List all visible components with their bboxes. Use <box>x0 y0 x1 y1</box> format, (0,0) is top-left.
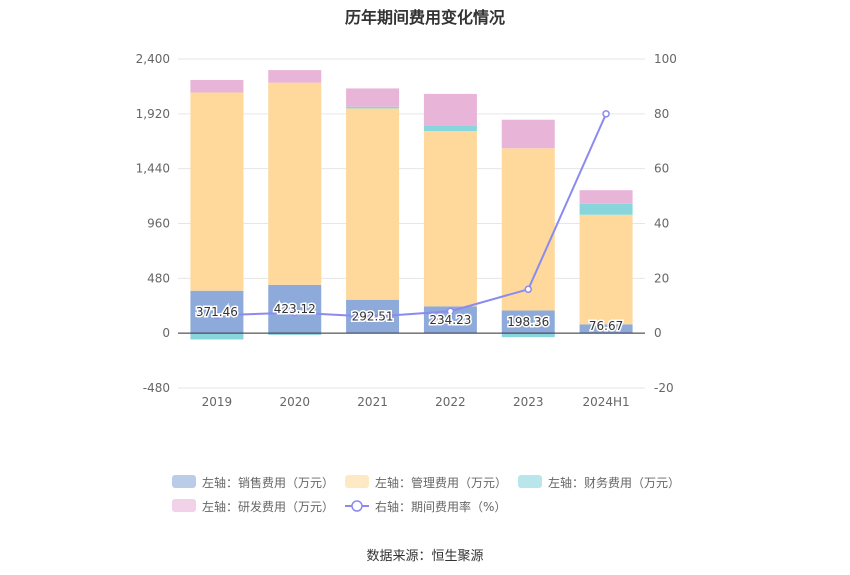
bar-segment <box>579 214 633 325</box>
legend-label: 左轴：管理费用（万元） <box>375 475 507 490</box>
bar-segment <box>268 70 322 83</box>
bar-segment <box>190 92 244 291</box>
line-series-path <box>216 113 607 318</box>
bar-segment <box>346 88 400 107</box>
bar-segment <box>346 106 400 109</box>
bar-segment <box>190 333 244 340</box>
data-label: 423.12 <box>274 302 316 316</box>
bar-segment <box>268 82 322 285</box>
y-left-tick-label: 1,440 <box>136 162 170 176</box>
y-left-tick-label: 1,920 <box>136 107 170 121</box>
y-right-tick-label: 0 <box>654 326 662 340</box>
bar-segment <box>423 131 477 307</box>
line-point <box>602 110 610 118</box>
legend-line-marker <box>351 500 363 512</box>
line-point <box>368 312 377 321</box>
y-left-tick-label: 2,400 <box>136 52 170 66</box>
data-label: 371.46 <box>196 305 238 319</box>
bar-segment <box>579 324 633 334</box>
y-left-tick-label: 0 <box>162 326 170 340</box>
legend-swatch <box>172 475 196 488</box>
x-tick-label: 2023 <box>513 395 544 409</box>
legend-swatch <box>172 499 196 512</box>
y-right-tick-label: 40 <box>654 217 669 231</box>
line-point <box>291 308 299 317</box>
bar-segment <box>423 125 477 132</box>
legend-label: 左轴：研发费用（万元） <box>202 499 334 514</box>
bar-segment <box>423 93 477 126</box>
bar-segment <box>268 333 322 335</box>
bar-segment <box>579 190 633 204</box>
line-point <box>446 307 455 315</box>
y-right-tick-label: 80 <box>654 107 669 121</box>
legend-label: 右轴：期间费用率（%） <box>375 499 506 514</box>
data-label: 76.67 <box>589 319 623 333</box>
bar-segment <box>579 203 633 215</box>
x-tick-label: 2021 <box>357 395 388 409</box>
y-left-tick-label: -480 <box>143 381 170 395</box>
y-right-tick-label: 60 <box>654 162 669 176</box>
legend-label: 左轴：财务费用（万元） <box>548 475 680 490</box>
bar-segment <box>501 148 555 311</box>
legend-label: 左轴：销售费用（万元） <box>202 475 334 490</box>
x-tick-label: 2024H1 <box>582 395 629 409</box>
y-right-tick-label: -20 <box>654 381 674 395</box>
y-right-tick-label: 20 <box>654 271 669 285</box>
line-point <box>524 285 532 294</box>
y-right-tick-label: 100 <box>654 52 677 66</box>
bar-segment <box>190 79 244 93</box>
data-label: 198.36 <box>507 315 549 329</box>
line-point <box>213 311 221 320</box>
y-left-tick-label: 480 <box>147 271 170 285</box>
data-source: 数据来源：恒生聚源 <box>366 549 484 564</box>
y-left-tick-label: 960 <box>147 217 170 231</box>
x-tick-label: 2020 <box>279 395 310 409</box>
data-label: 234.23 <box>429 313 471 327</box>
legend-swatch <box>345 475 369 488</box>
chart-title: 历年期间费用变化情况 <box>344 8 505 27</box>
data-label: 292.51 <box>352 309 394 323</box>
x-tick-label: 2019 <box>202 395 233 409</box>
legend-swatch <box>518 475 542 488</box>
bar-segment <box>501 310 555 334</box>
x-tick-label: 2022 <box>435 395 466 409</box>
bar-segment <box>501 333 555 338</box>
bar-segment <box>501 119 555 149</box>
bar-segment <box>346 108 400 300</box>
